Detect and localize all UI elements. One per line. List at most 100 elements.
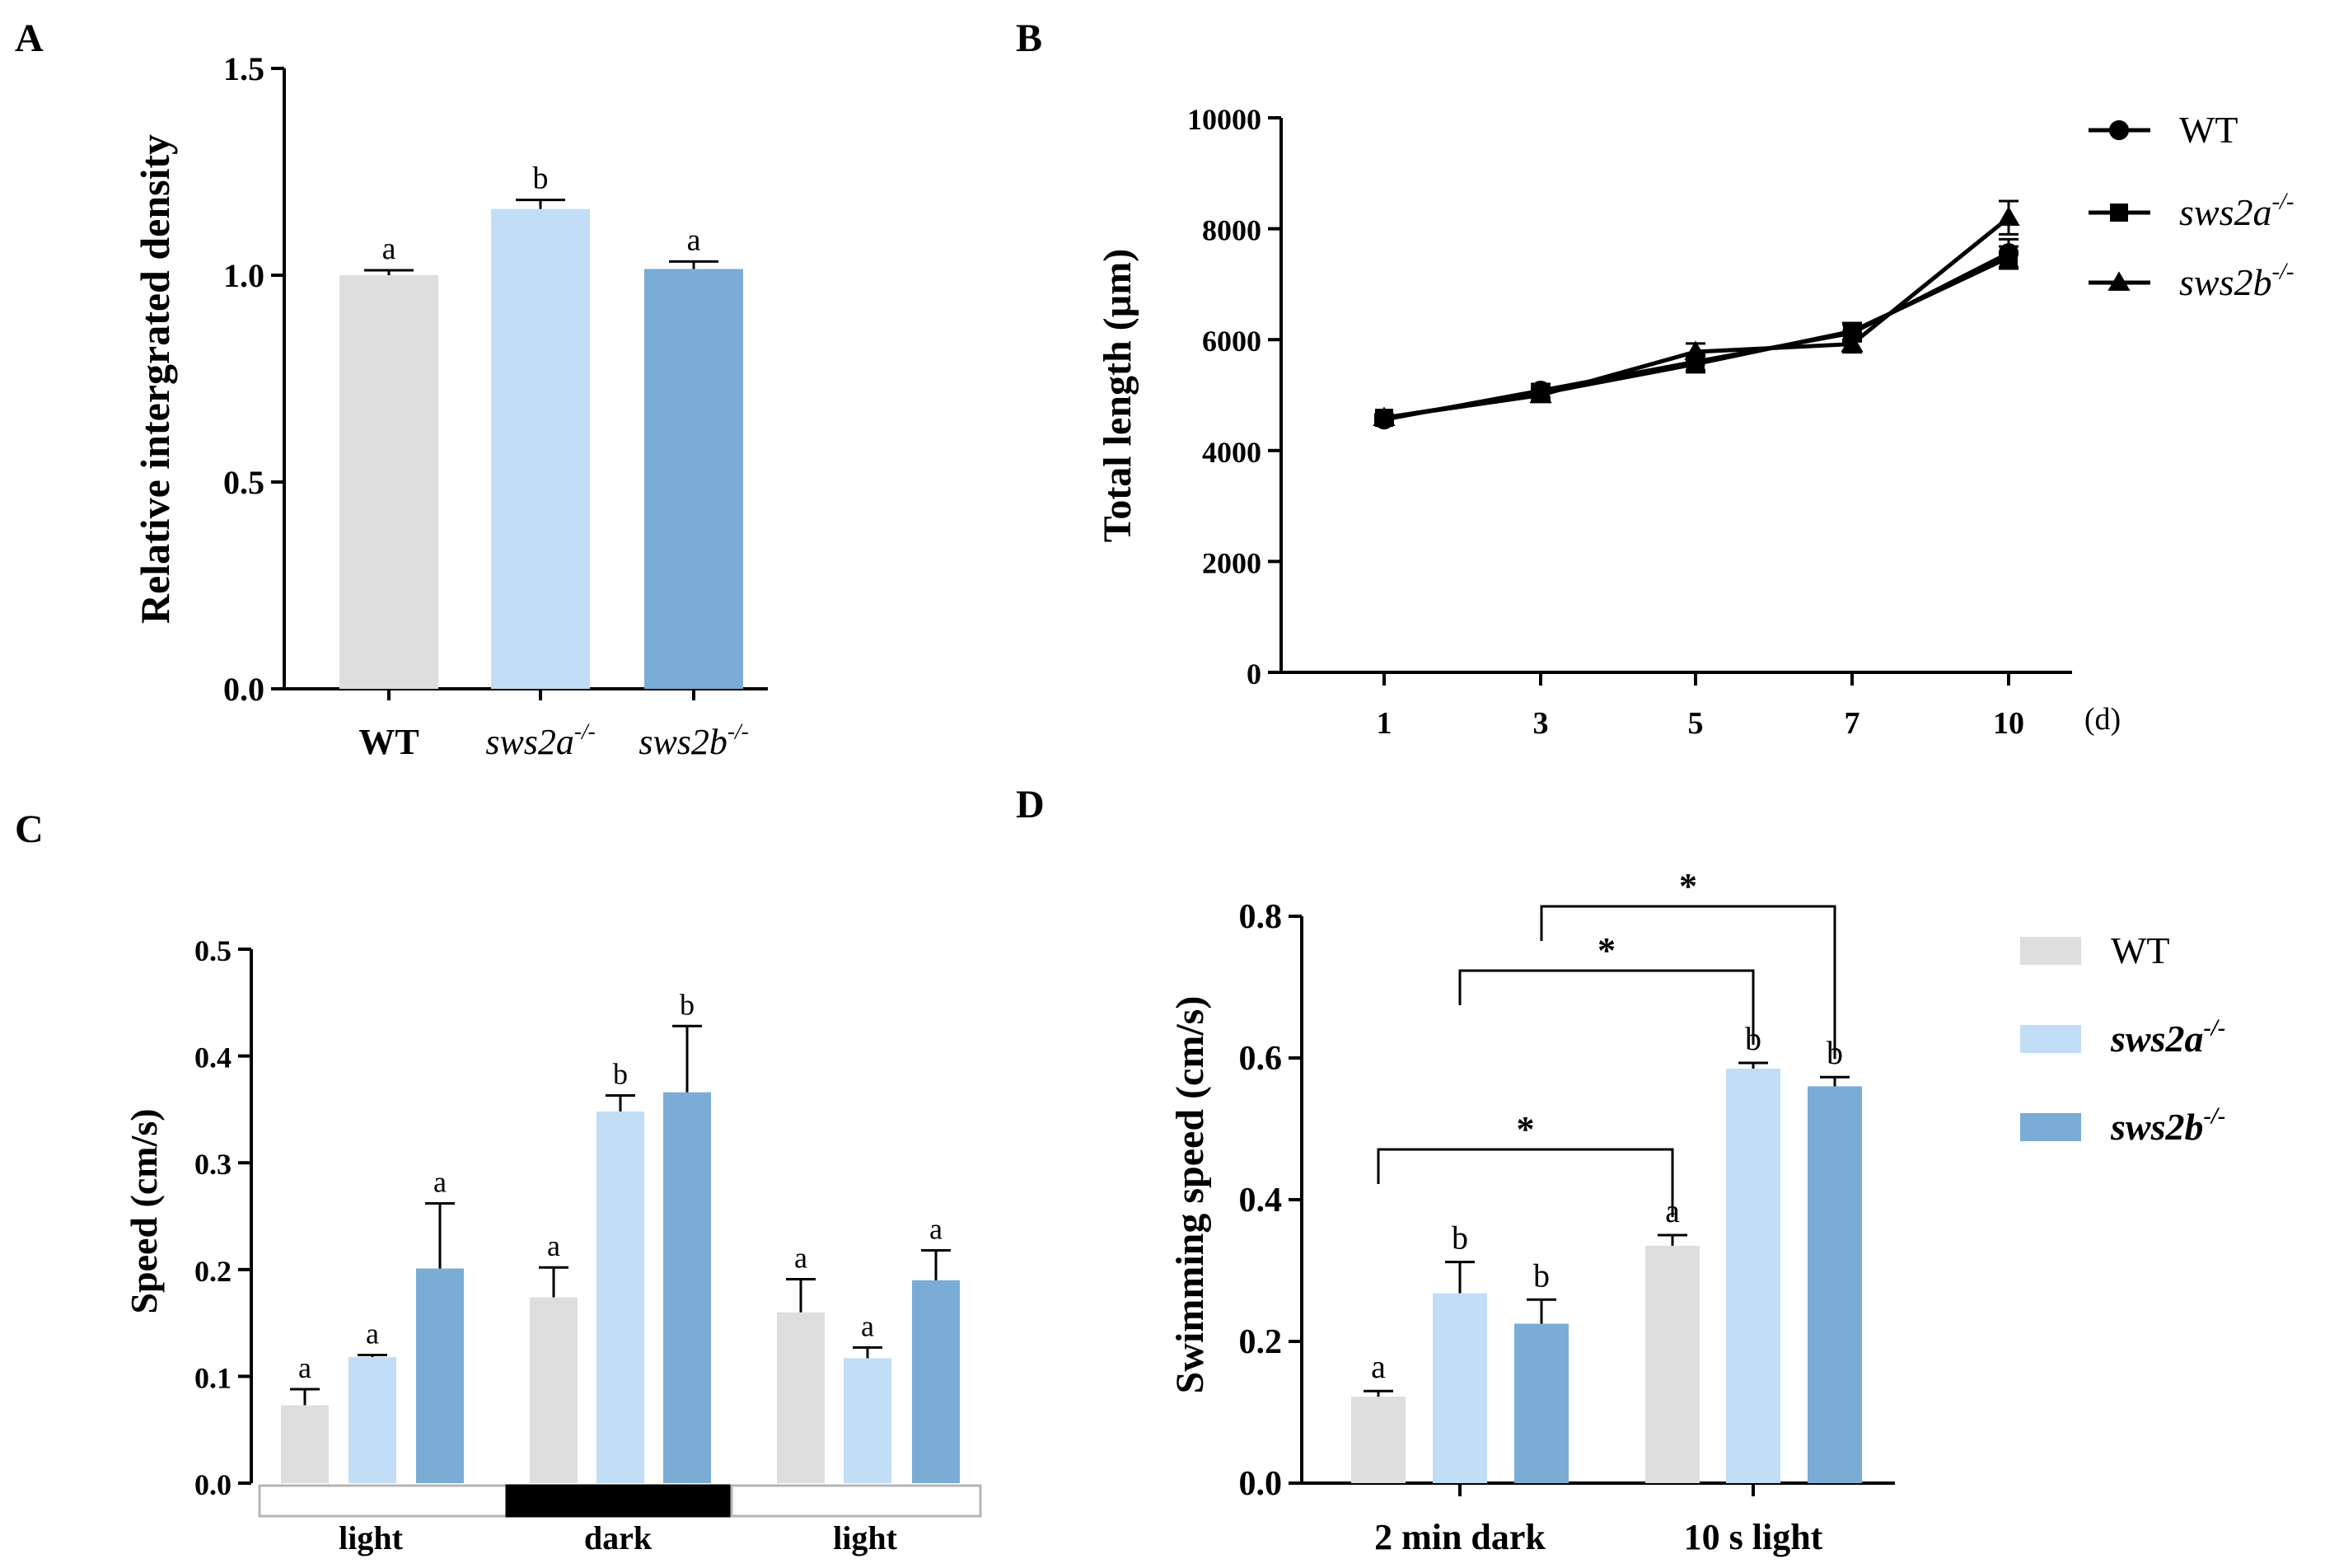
y-axis-title: Swimming speed (cm/s) [1168, 996, 1212, 1394]
bar [530, 1297, 578, 1483]
condition-band [730, 1484, 982, 1518]
marker-triangle [1373, 406, 1396, 426]
series-line [1383, 255, 2010, 420]
y-tick-label: 0.0 [1239, 1465, 1283, 1503]
bar [1514, 1323, 1569, 1483]
bar [1433, 1293, 1487, 1483]
label-base: WT [2111, 929, 2170, 971]
bar [349, 1357, 396, 1483]
significance-letter: a [1371, 1348, 1386, 1385]
marker-square [2000, 248, 2018, 267]
x-tick-label: sws2a-/- [485, 719, 595, 762]
significance-letter: b [1452, 1219, 1468, 1257]
legend-label: sws2a-/- [2179, 190, 2294, 233]
y-tick-label: 0.2 [1239, 1323, 1283, 1361]
bar [1808, 1086, 1862, 1483]
significance-letter: a [382, 232, 396, 266]
panel-d: D 0.0 0.2 0.4 0.6 0.8 Swimming speed (cm/s) a b b… [1016, 783, 2225, 1557]
panel-letter-a: A [15, 16, 44, 60]
y-axis-title: Relative intergrated density [132, 134, 178, 624]
significance-letter: a [366, 1317, 379, 1350]
y-tick-label: 0.3 [194, 1148, 232, 1181]
bar [644, 269, 743, 689]
x-tick-label: WT [358, 722, 419, 762]
y-tick-label: 2000 [1202, 546, 1261, 579]
bar [416, 1268, 464, 1483]
marker-triangle [1684, 340, 1707, 360]
significance-bracket [1540, 905, 1836, 1060]
label-base: sws2b [2110, 1106, 2203, 1148]
bar [1645, 1245, 1700, 1483]
panel-letter-b: B [1016, 16, 1042, 60]
label-superscript: -/- [2271, 190, 2294, 215]
label-superscript: -/- [727, 719, 749, 744]
label-base: sws2b [639, 722, 727, 762]
x-tick-label: 3 [1533, 706, 1549, 741]
significance-letter: a [861, 1309, 874, 1342]
y-tick-label: 0.5 [223, 464, 264, 501]
panel-letter-c: C [15, 807, 44, 851]
group-label: dark [584, 1519, 653, 1556]
significance-letter: b [680, 988, 695, 1021]
label-base: sws2a [2179, 191, 2271, 233]
y-tick-label: 6000 [1202, 325, 1261, 358]
condition-band [505, 1484, 733, 1518]
significance-star: * [1517, 1109, 1535, 1149]
group-label: light [339, 1519, 403, 1556]
y-tick-label: 1.5 [223, 50, 264, 87]
marker-triangle [1841, 332, 1864, 353]
marker-square [2110, 204, 2128, 222]
group-label: 10 s light [1684, 1517, 1823, 1557]
panel-b: B 0 2000 4000 6000 8000 10000 1 3 5 7 10 (d) Total le… [1016, 16, 2294, 741]
marker-triangle [2107, 271, 2131, 291]
bar [663, 1092, 711, 1483]
y-tick-label: 0.0 [194, 1468, 232, 1501]
legend-label: sws2a-/- [2110, 1016, 2225, 1060]
legend-swatch [2020, 1025, 2081, 1053]
y-tick-label: 0.1 [194, 1361, 232, 1394]
y-axis-title: Speed (cm/s) [123, 1108, 165, 1313]
condition-band [258, 1484, 508, 1518]
y-tick-label: 4000 [1202, 436, 1261, 469]
panel-letter-d: D [1016, 783, 1045, 826]
significance-bracket [1458, 969, 1755, 1046]
y-tick-label: 1.0 [223, 257, 264, 294]
label-superscript: -/- [574, 719, 596, 744]
significance-letter: a [547, 1229, 560, 1262]
x-tick-label: 1 [1377, 706, 1392, 741]
significance-letter: a [433, 1165, 447, 1198]
legend-swatch [2020, 1113, 2081, 1141]
label-base: WT [2179, 109, 2238, 151]
x-tick-label: 7 [1845, 706, 1860, 741]
significance-letter: a [794, 1241, 807, 1274]
bar [844, 1358, 891, 1483]
x-tick-label: sws2b-/- [639, 719, 748, 762]
group-label: light [833, 1519, 897, 1556]
marker-triangle [1997, 206, 2020, 227]
significance-letter: b [1533, 1257, 1550, 1294]
marker-triangle [1529, 383, 1552, 404]
bar [491, 208, 590, 689]
legend-label: sws2b-/- [2110, 1104, 2225, 1148]
legend-label: WT [2179, 109, 2238, 151]
x-axis-unit: (d) [2084, 702, 2121, 737]
significance-letter: a [929, 1212, 943, 1245]
significance-letter: b [533, 161, 549, 196]
panel-c: C 0.0 0.1 0.2 0.3 0.4 0.5 Speed (cm/s) a a a light a… [15, 807, 982, 1556]
label-base: WT [358, 722, 419, 762]
significance-letter: a [298, 1351, 311, 1384]
y-tick-label: 0.0 [223, 671, 264, 708]
y-tick-label: 0.4 [194, 1041, 232, 1074]
significance-bracket [1377, 1148, 1674, 1217]
bar [596, 1111, 644, 1483]
bar [339, 275, 438, 689]
series-line [1383, 250, 2010, 422]
y-tick-label: 0.2 [194, 1255, 232, 1288]
significance-star: * [1598, 930, 1616, 971]
marker-circle [2108, 119, 2130, 141]
y-tick-label: 0 [1247, 658, 1261, 690]
y-tick-label: 0.6 [1239, 1040, 1283, 1078]
legend-label: WT [2111, 929, 2170, 971]
y-tick-label: 10000 [1187, 103, 1261, 136]
